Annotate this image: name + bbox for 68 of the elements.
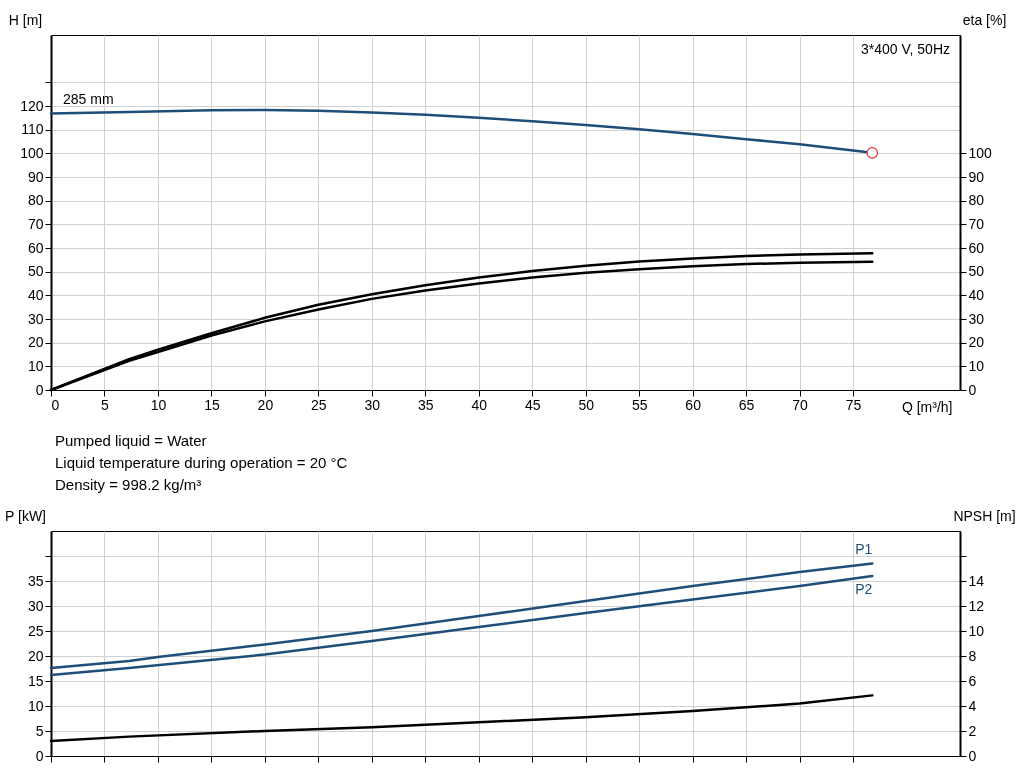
y-axis-title: P [kW] [5,507,46,524]
x-tick-label: 35 [418,396,434,413]
y-tick-label: 40 [27,286,44,303]
x-tick-label: 5 [101,396,110,413]
y-tick-label: 20 [27,647,44,664]
text: Liquid temperature during operation = 20 °C [55,453,349,473]
y-tick-label: 10 [27,357,44,374]
y2-tick-label: 50 [968,263,985,280]
x-tick-label: 65 [738,396,755,413]
y-tick-label: 0 [35,747,44,764]
y-tick-label: 35 [27,572,44,589]
y-axis-title: H [m] [8,11,43,28]
y-tick-label: 30 [27,310,44,327]
y-tick-label: 50 [27,263,44,280]
y2-tick-label: 30 [968,310,985,327]
y2-tick-label: 8 [968,647,977,664]
text: Density = 998.2 kg/m³ [55,475,203,495]
y-tick-label: 90 [27,168,44,185]
y-tick-label: 70 [27,215,44,232]
y-tick-label: 10 [27,697,44,714]
y-tick-label: 120 [20,97,44,114]
x-tick-label: 55 [631,396,648,413]
y-tick-label: 5 [35,722,44,739]
y2-tick-label: 70 [968,215,985,232]
x-tick-label: 70 [792,396,809,413]
y2-tick-label: 90 [968,168,985,185]
y-tick-label: 110 [21,121,44,138]
y2-tick-label: 10 [968,622,985,639]
series-label: P2 [855,581,873,597]
y2-tick-label: 10 [968,357,985,374]
y-tick-label: 100 [20,144,44,161]
x-tick-label: 60 [685,396,702,413]
y2-tick-label: 6 [968,672,977,689]
x-tick-label: 75 [845,396,862,413]
y-tick-label: 30 [27,597,44,614]
y-tick-label: 25 [27,622,44,639]
y2-axis-title: eta [%] [962,11,1007,28]
y2-tick-label: 100 [968,144,993,161]
x-tick-label: 25 [311,396,327,413]
y-tick-label: 15 [27,672,44,689]
y2-tick-label: 0 [968,381,977,398]
y2-tick-label: 2 [968,722,977,739]
x-tick-label: 50 [578,396,595,413]
x-tick-label: 20 [257,396,274,413]
x-tick-label: 45 [524,396,541,413]
y2-tick-label: 40 [968,286,985,303]
x-tick-label: 40 [471,396,488,413]
y2-tick-label: 4 [968,697,977,714]
y2-tick-label: 60 [968,239,985,256]
y2-tick-label: 12 [968,597,985,614]
y-tick-label: 80 [27,192,44,209]
annotation: 3*400 V, 50Hz [861,41,950,57]
x-tick-label: 30 [364,396,381,413]
y2-axis-title: NPSH [m] [953,507,1016,524]
y-tick-label: 20 [27,334,44,351]
x-axis-title: Q [m³/h] [901,398,953,415]
y2-tick-label: 14 [968,572,985,589]
y2-tick-label: 80 [968,192,985,209]
y2-tick-label: 20 [968,334,985,351]
x-tick-label: 10 [150,396,167,413]
y-tick-label: 60 [27,239,44,256]
x-tick-label: 0 [51,396,60,413]
x-tick-label: 15 [204,396,220,413]
y-tick-label: 0 [35,381,44,398]
series-label: 285 mm [63,90,114,107]
y2-tick-label: 0 [968,747,977,764]
text: Pumped liquid = Water [55,431,208,451]
series-label: P1 [855,540,873,557]
